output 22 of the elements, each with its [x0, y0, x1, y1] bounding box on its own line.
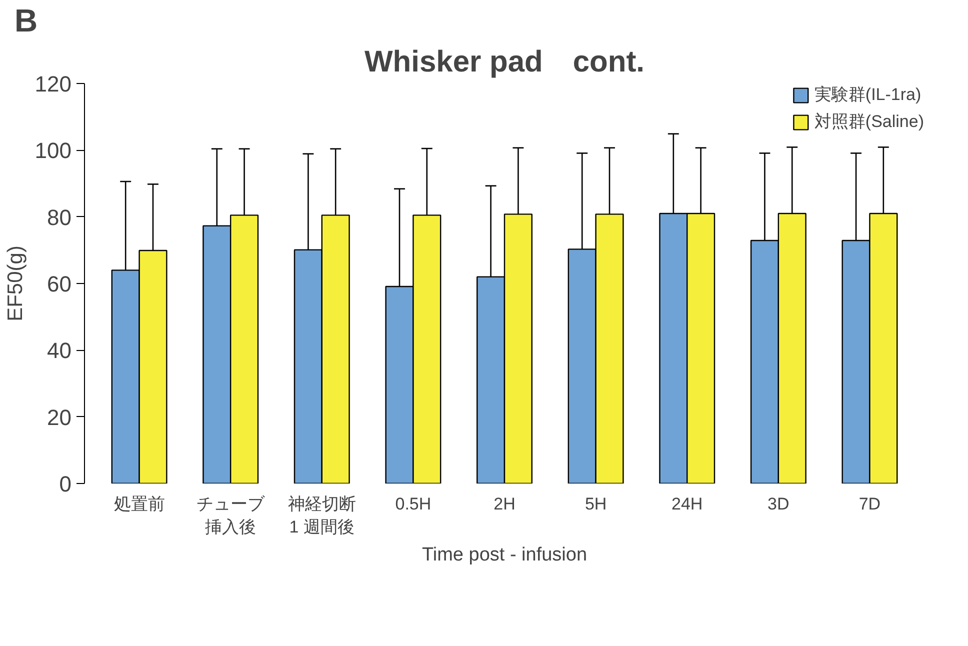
x-tick-label: 0.5H [395, 494, 432, 514]
x-tick-label: 処置前 [114, 494, 165, 514]
y-tick-label: 20 [47, 404, 72, 430]
y-axis-title: EF50(g) [4, 246, 27, 322]
y-tick-label: 80 [47, 204, 72, 230]
y-tick-label: 120 [34, 72, 72, 96]
chart-title: Whisker pad cont. [364, 46, 645, 78]
x-tick-label: 2H [494, 494, 516, 514]
x-tick-label: 神経切断1 週間後 [288, 494, 356, 536]
y-tick-label: 60 [47, 272, 72, 296]
y-tick-label: 0 [59, 472, 72, 496]
text: B [14, 2, 38, 38]
y-tick-label: 100 [34, 138, 72, 164]
x-tick-label: 7D [858, 494, 881, 514]
x-tick-label: 3D [768, 494, 790, 514]
x-tick-label: 5H [584, 494, 607, 514]
x-axis-title: Time post - infusion [422, 544, 588, 566]
legend-label: 実験群(IL-1ra) [814, 84, 922, 106]
y-tick-label: 40 [47, 338, 72, 364]
x-tick-label: 24H [672, 494, 703, 514]
x-tick-label: チューブ挿入後 [196, 494, 266, 536]
legend-label: 対照群(Saline) [814, 111, 924, 133]
